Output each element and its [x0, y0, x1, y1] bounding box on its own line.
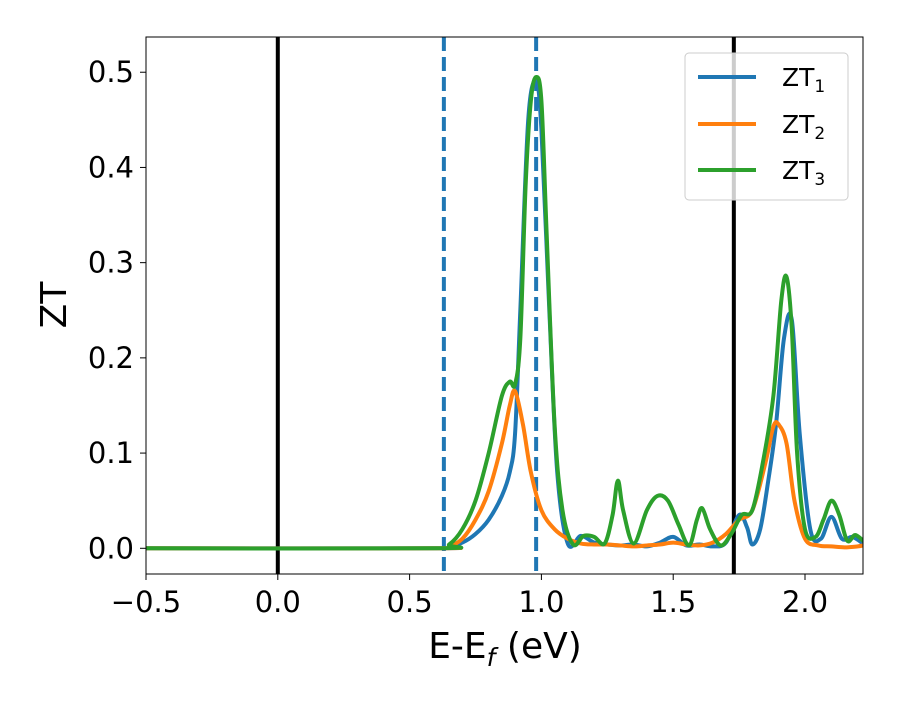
- plot-frame: [145, 36, 864, 575]
- x-tick-label: 0.0: [255, 585, 301, 619]
- legend-label-zt3: ZT3: [782, 156, 825, 190]
- x-tick-label: 0.5: [387, 585, 433, 619]
- y-tick-label: 0.1: [88, 436, 134, 470]
- legend-label-zt1-sub: 1: [814, 77, 825, 97]
- legend-label-zt2-main: ZT: [782, 110, 815, 139]
- legend-box: [684, 52, 849, 201]
- legend-label-zt1: ZT1: [782, 63, 825, 97]
- x-axis-label-main: E-E: [428, 626, 486, 667]
- x-tick-label: 2.0: [782, 585, 828, 619]
- x-tick-label: 1.0: [518, 585, 564, 619]
- legend: ZT1 ZT2 ZT3: [684, 52, 849, 201]
- x-axis-label-unit: (eV): [495, 626, 581, 667]
- series-line-zt3: [146, 74, 863, 551]
- y-tick-label: 0.2: [88, 341, 134, 375]
- legend-label-zt2-sub: 2: [814, 124, 825, 144]
- y-tick-label: 0.3: [88, 246, 134, 280]
- y-tick-label: 0.5: [88, 55, 134, 89]
- x-tick-label: −0.5: [111, 585, 181, 619]
- legend-label-zt3-sub: 3: [814, 170, 825, 190]
- y-tick-label: 0.0: [88, 531, 134, 565]
- legend-label-zt3-main: ZT: [782, 156, 815, 185]
- legend-label-zt2: ZT2: [782, 110, 825, 144]
- x-tick-label: 1.5: [650, 585, 696, 619]
- series-line-zt2: [146, 388, 863, 551]
- x-axis-label: E-Ef (eV): [428, 626, 582, 672]
- y-tick-label: 0.4: [88, 150, 134, 184]
- legend-label-zt1-main: ZT: [782, 63, 815, 92]
- y-axis-label: ZT: [34, 281, 75, 329]
